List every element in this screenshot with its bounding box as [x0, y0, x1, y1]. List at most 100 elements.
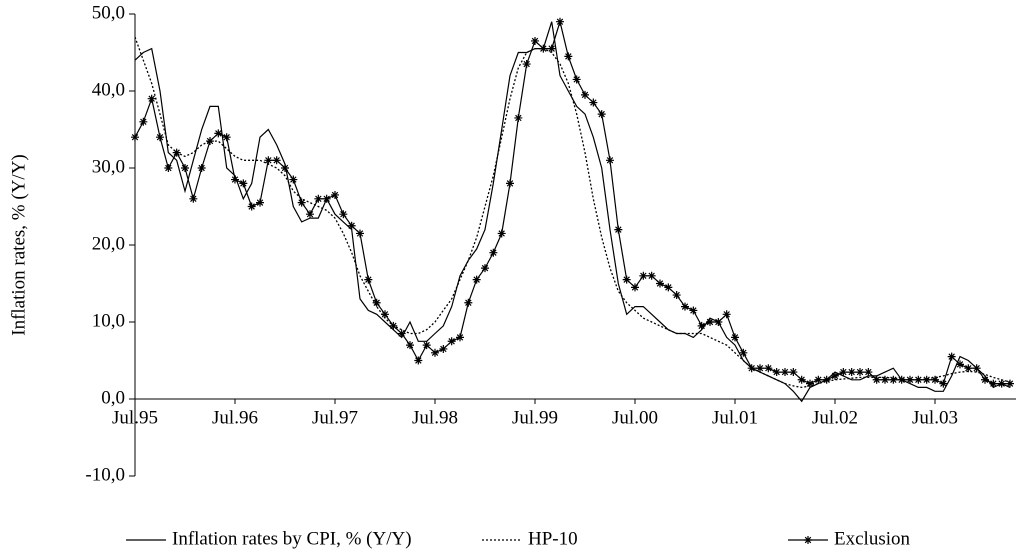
series-marker: [222, 133, 231, 142]
y-tick-label: 20,0: [92, 233, 125, 254]
series-marker: [922, 375, 931, 384]
series-marker: [781, 368, 789, 377]
series-marker: [456, 333, 464, 342]
series-marker: [822, 375, 831, 384]
x-tick-label: Jul.02: [812, 407, 858, 428]
series-marker: [339, 210, 348, 219]
series-marker: [531, 36, 539, 45]
series-marker: [464, 298, 473, 307]
series-marker: [756, 364, 764, 373]
series-marker: [247, 202, 256, 211]
series-marker: [514, 113, 523, 122]
series-marker: [506, 179, 514, 188]
series-marker: [814, 375, 823, 384]
series-marker: [714, 318, 723, 326]
series-marker: [664, 283, 673, 292]
series-marker: [164, 164, 173, 172]
y-axis-label: Inflation rates, % (Y/Y): [8, 154, 29, 336]
series-marker: [581, 90, 589, 99]
series-marker: [764, 364, 773, 373]
series-marker: [639, 271, 648, 280]
series-marker: [656, 279, 664, 288]
series-marker: [439, 344, 448, 353]
x-tick-label: Jul.96: [212, 407, 258, 428]
series-marker: [556, 17, 564, 26]
series-marker: [889, 375, 898, 384]
series-marker: [497, 229, 506, 238]
series-marker: [772, 368, 781, 377]
series-marker: [831, 371, 839, 380]
series-marker: [522, 60, 531, 69]
series-marker: [314, 194, 323, 203]
series-marker: [197, 164, 206, 172]
series-marker: [147, 94, 156, 103]
series-marker: [547, 44, 556, 53]
series-marker: [847, 368, 856, 377]
series-marker: [539, 44, 548, 53]
series-marker: [997, 379, 1006, 388]
y-tick-label: 10,0: [92, 310, 125, 331]
x-tick-label: Jul.00: [612, 407, 658, 428]
series-marker: [906, 375, 914, 384]
series-marker: [239, 179, 248, 188]
x-tick-label: Jul.99: [512, 407, 558, 428]
series-marker: [856, 368, 864, 377]
series-marker: [489, 248, 498, 257]
y-tick-label: -10,0: [85, 464, 125, 485]
series-marker: [472, 275, 481, 284]
series-marker: [381, 310, 389, 319]
x-tick-label: Jul.95: [112, 407, 158, 428]
series-marker: [347, 221, 356, 230]
series-marker: [864, 368, 873, 377]
y-tick-label: 0,0: [101, 387, 125, 408]
x-tick-label: Jul.97: [312, 407, 358, 428]
series-marker: [931, 375, 939, 384]
series-marker: [839, 368, 848, 377]
series-marker: [214, 129, 223, 138]
x-tick-label: Jul.01: [712, 407, 758, 428]
series-marker: [706, 318, 714, 326]
series-marker: [806, 379, 814, 388]
series-marker: [947, 352, 956, 361]
series-marker: [747, 364, 756, 373]
series-marker: [789, 368, 798, 377]
series-marker: [172, 148, 181, 157]
series-marker: [156, 133, 164, 142]
series-marker: [206, 137, 214, 146]
series-marker: [414, 356, 423, 365]
series-marker: [564, 52, 573, 61]
series-marker: [914, 375, 923, 384]
legend-label: Inflation rates by CPI, % (Y/Y): [172, 528, 412, 549]
series-marker: [447, 337, 456, 346]
series-marker: [372, 298, 381, 307]
y-tick-label: 30,0: [92, 156, 125, 177]
series-marker: [647, 271, 656, 280]
series-line: [134, 21, 1011, 403]
series-marker: [689, 306, 698, 315]
series-marker: [572, 75, 581, 84]
y-tick-label: 40,0: [92, 79, 125, 100]
series-marker: [281, 164, 289, 172]
series-marker: [722, 310, 731, 319]
series-marker: [614, 225, 623, 234]
series-marker: [939, 379, 948, 388]
series-marker: [431, 348, 439, 357]
legend-marker: [804, 536, 812, 544]
series-marker: [272, 156, 281, 165]
series-marker: [422, 341, 431, 350]
series-marker: [681, 302, 689, 311]
series-marker: [739, 348, 748, 357]
series-marker: [597, 110, 606, 119]
series-marker: [297, 198, 306, 207]
x-tick-label: Jul.98: [412, 407, 458, 428]
series-marker: [397, 329, 406, 338]
series-marker: [231, 175, 239, 184]
series-marker: [606, 156, 614, 165]
series-marker: [989, 379, 998, 388]
series-marker: [356, 229, 364, 238]
series-marker: [264, 156, 273, 165]
series-marker: [897, 375, 906, 384]
series-marker: [956, 360, 964, 369]
